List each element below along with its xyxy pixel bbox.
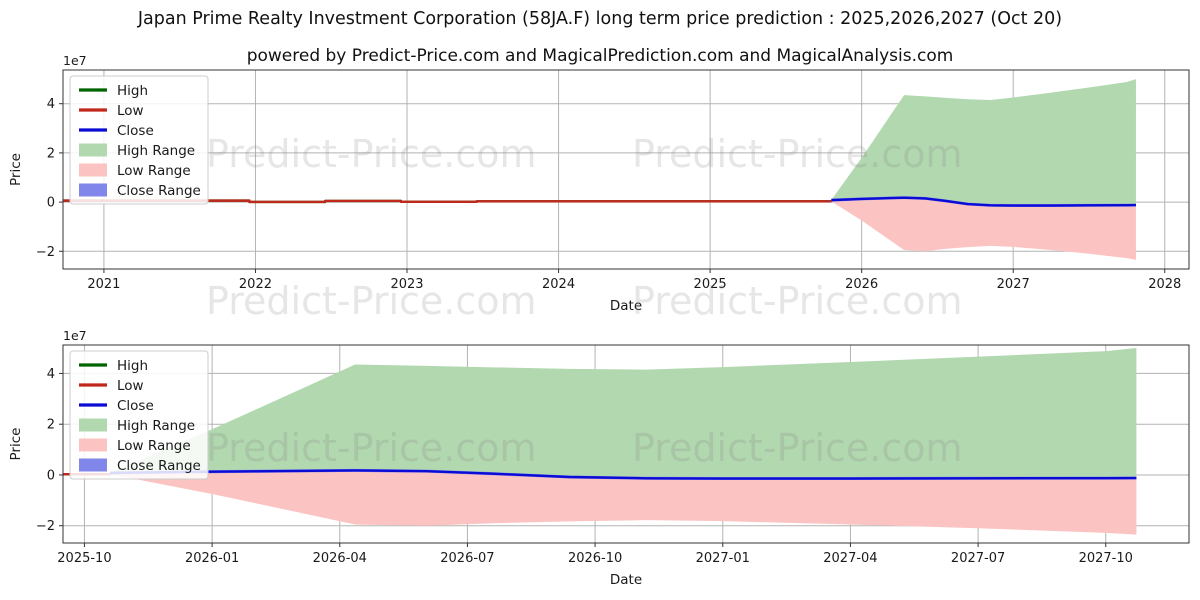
y-tick-label: 0 bbox=[47, 196, 55, 211]
x-tick-label: 2024 bbox=[542, 277, 575, 292]
chart-prediction-zoom: 2025-10 2026-01 2026-04 2026-07 2026-10 2027-… bbox=[8, 328, 1190, 588]
y-tick-label: 2 bbox=[47, 146, 55, 161]
x-axis-label: Date bbox=[610, 298, 642, 314]
plot-spine bbox=[62, 69, 1190, 270]
x-tick-label: 2027-01 bbox=[696, 551, 750, 566]
x-tick-label: 2026-04 bbox=[313, 551, 367, 566]
figure-title: Japan Prime Realty Investment Corporatio… bbox=[137, 9, 1063, 29]
legend: High Low Close High Range Low Range Close Ran… bbox=[69, 75, 209, 205]
y-axis-label: Price bbox=[8, 428, 24, 461]
legend-swatch-low_range bbox=[79, 438, 107, 452]
y-axis-offset-label: 1e7 bbox=[63, 328, 87, 343]
x-tick-label: 2027-04 bbox=[823, 551, 877, 566]
legend-label: Low bbox=[117, 378, 144, 394]
y-tick-label: 0 bbox=[47, 468, 55, 483]
x-tick-label: 2027-07 bbox=[951, 551, 1005, 566]
x-tick-label: 2026-07 bbox=[440, 551, 494, 566]
x-tick-label: 2027 bbox=[997, 277, 1030, 292]
legend-swatch-high_range bbox=[79, 143, 107, 157]
x-tick-label: 2026 bbox=[845, 277, 878, 292]
x-tick-label: 2022 bbox=[239, 277, 272, 292]
y-axis-label: Price bbox=[8, 153, 24, 186]
figure-subtitle: powered by Predict-Price.com and Magical… bbox=[246, 46, 954, 66]
legend-label: High Range bbox=[117, 418, 195, 434]
x-tick-label: 2025-10 bbox=[57, 551, 111, 566]
y-tick-label: 4 bbox=[47, 367, 55, 382]
x-tick-label: 2028 bbox=[1148, 277, 1181, 292]
legend-label: Close bbox=[117, 398, 154, 414]
legend-label: Close Range bbox=[117, 458, 201, 474]
y-tick-label: 4 bbox=[47, 97, 55, 112]
legend-label: Close bbox=[117, 123, 154, 139]
legend-label: High Range bbox=[117, 143, 195, 159]
y-tick-label: −2 bbox=[36, 245, 55, 260]
legend-swatch-high_range bbox=[79, 418, 107, 432]
x-tick-label: 2026-10 bbox=[568, 551, 622, 566]
x-tick-label: 2021 bbox=[87, 277, 120, 292]
series-line-close bbox=[109, 469, 1137, 480]
legend-label: Close Range bbox=[117, 183, 201, 199]
legend-swatch-close_range bbox=[79, 458, 107, 472]
legend-label: Low bbox=[117, 103, 144, 119]
legend-label: High bbox=[117, 83, 148, 99]
x-tick-label: 2027-10 bbox=[1079, 551, 1133, 566]
legend: High Low Close High Range Low Range Close Ran… bbox=[69, 350, 209, 480]
y-axis-offset-label: 1e7 bbox=[63, 53, 87, 68]
legend-label: Low Range bbox=[117, 438, 191, 454]
plot-spine bbox=[62, 344, 1190, 544]
series-band-low_range bbox=[109, 470, 1137, 535]
legend-swatch-low_range bbox=[79, 163, 107, 177]
chart-long-term-history-and-prediction: 2021 2022 2023 2024 2025 2026 2027 2028 −2 0 2 4 1e7… bbox=[8, 53, 1190, 314]
series-line-low bbox=[63, 199, 832, 204]
series-band-low_range bbox=[831, 197, 1136, 260]
series-line-close bbox=[831, 196, 1136, 207]
x-tick-label: 2023 bbox=[390, 277, 423, 292]
x-tick-label: 2025 bbox=[694, 277, 727, 292]
series-band-high_range bbox=[109, 348, 1137, 479]
y-tick-label: −2 bbox=[36, 519, 55, 534]
legend-swatch-close_range bbox=[79, 183, 107, 197]
series-band-high_range bbox=[831, 79, 1136, 206]
x-axis-label: Date bbox=[610, 572, 642, 588]
y-tick-label: 2 bbox=[47, 418, 55, 433]
x-tick-label: 2026-01 bbox=[185, 551, 239, 566]
legend-label: High bbox=[117, 358, 148, 374]
legend-label: Low Range bbox=[117, 163, 191, 179]
